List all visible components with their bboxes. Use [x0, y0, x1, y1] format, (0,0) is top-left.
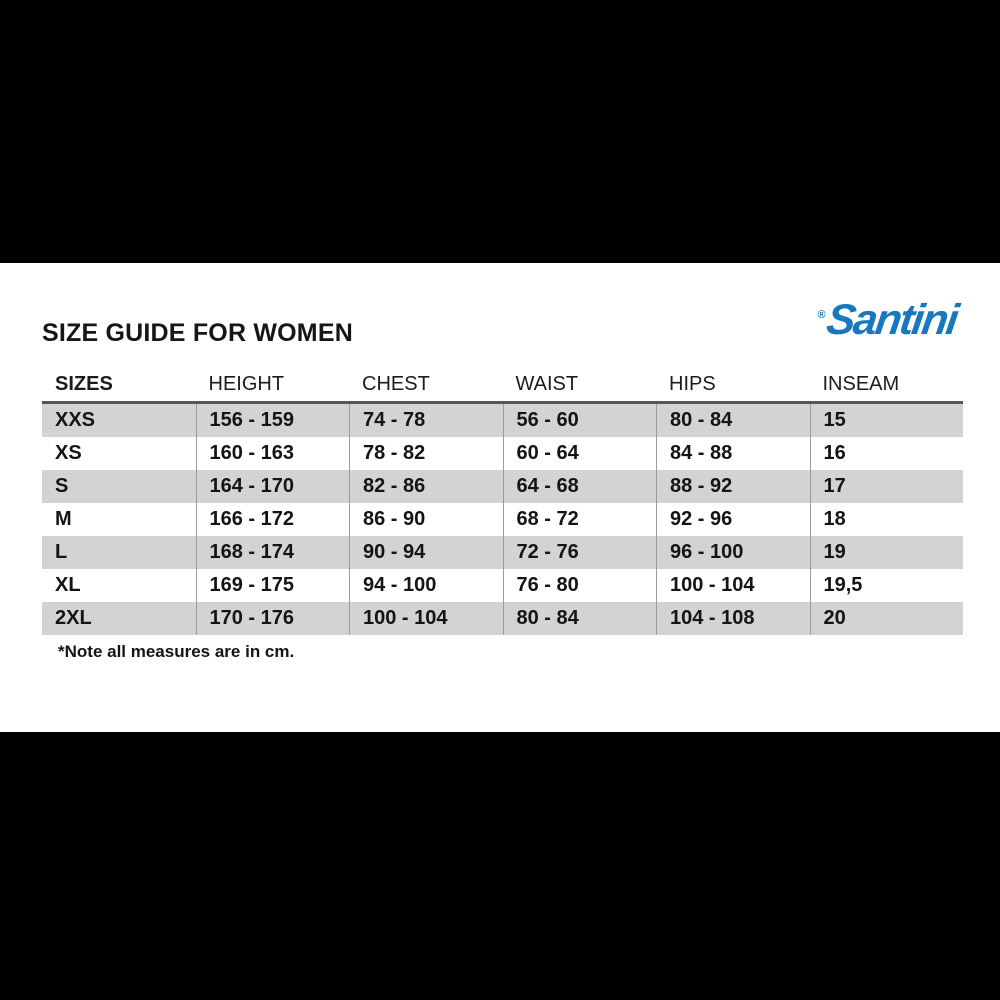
- santini-logo: ®Santini: [817, 296, 960, 344]
- inseam-cell: 17: [809, 470, 964, 503]
- column-header-height: HEIGHT: [208, 373, 285, 395]
- table-row-l: L 168 - 174 90 - 94 72 - 76 96 - 100 19: [42, 536, 963, 569]
- hips-cell: 92 - 96: [656, 503, 810, 536]
- table-row-2xl: 2XL 170 - 176 100 - 104 80 - 84 104 - 10…: [42, 602, 963, 635]
- chest-cell: 78 - 82: [349, 437, 503, 470]
- column-header-sizes: SIZES: [55, 373, 113, 395]
- registered-trademark-icon: ®: [817, 309, 826, 321]
- height-cell: 160 - 163: [195, 437, 350, 470]
- hips-cell: 88 - 92: [656, 470, 810, 503]
- table-row-s: S 164 - 170 82 - 86 64 - 68 88 - 92 17: [42, 470, 963, 503]
- column-header-chest: CHEST: [362, 373, 430, 395]
- size-label-cell: 2XL: [55, 607, 92, 629]
- height-cell: 169 - 175: [195, 569, 350, 602]
- hips-cell: 96 - 100: [656, 536, 810, 569]
- column-header-hips: HIPS: [669, 373, 716, 395]
- table-row-m: M 166 - 172 86 - 90 68 - 72 92 - 96 18: [42, 503, 963, 536]
- hips-cell: 100 - 104: [656, 569, 810, 602]
- size-label-cell: XL: [55, 574, 81, 596]
- waist-cell: 72 - 76: [502, 536, 657, 569]
- letterbox-bottom: [0, 732, 1000, 1000]
- chest-cell: 90 - 94: [349, 536, 503, 569]
- table-row-xxs: XXS 156 - 159 74 - 78 56 - 60 80 - 84 15: [42, 404, 963, 437]
- height-cell: 164 - 170: [195, 470, 350, 503]
- column-header-waist: WAIST: [515, 373, 579, 395]
- waist-cell: 76 - 80: [502, 569, 657, 602]
- column-header-inseam: INSEAM: [822, 373, 900, 395]
- chest-cell: 100 - 104: [349, 602, 503, 635]
- chest-cell: 74 - 78: [349, 404, 503, 437]
- waist-cell: 64 - 68: [502, 470, 657, 503]
- size-label-cell: XXS: [55, 409, 96, 431]
- size-label-cell: L: [55, 541, 68, 563]
- hips-cell: 80 - 84: [656, 404, 810, 437]
- size-table: SIZES HEIGHT CHEST WAIST HIPS INSEAM XXS…: [42, 368, 963, 635]
- chest-cell: 94 - 100: [349, 569, 503, 602]
- table-header-row: SIZES HEIGHT CHEST WAIST HIPS INSEAM: [42, 368, 963, 404]
- footnote: *Note all measures are in cm.: [58, 642, 295, 661]
- height-cell: 168 - 174: [195, 536, 350, 569]
- brand-wordmark: Santini: [823, 296, 960, 344]
- waist-cell: 60 - 64: [502, 437, 657, 470]
- waist-cell: 56 - 60: [502, 404, 657, 437]
- inseam-cell: 15: [809, 404, 964, 437]
- size-guide-panel: SIZE GUIDE FOR WOMEN ®Santini SIZES HEIG…: [0, 263, 1000, 732]
- size-label-cell: M: [55, 508, 72, 530]
- height-cell: 170 - 176: [195, 602, 350, 635]
- height-cell: 156 - 159: [195, 404, 350, 437]
- inseam-cell: 16: [809, 437, 964, 470]
- table-row-xs: XS 160 - 163 78 - 82 60 - 64 84 - 88 16: [42, 437, 963, 470]
- size-label-cell: S: [55, 475, 69, 497]
- letterbox-top: [0, 0, 1000, 263]
- inseam-cell: 19: [809, 536, 964, 569]
- height-cell: 166 - 172: [195, 503, 350, 536]
- chest-cell: 82 - 86: [349, 470, 503, 503]
- page-title: SIZE GUIDE FOR WOMEN: [42, 319, 353, 347]
- hips-cell: 104 - 108: [656, 602, 810, 635]
- chest-cell: 86 - 90: [349, 503, 503, 536]
- inseam-cell: 19,5: [809, 569, 964, 602]
- hips-cell: 84 - 88: [656, 437, 810, 470]
- waist-cell: 68 - 72: [502, 503, 657, 536]
- table-row-xl: XL 169 - 175 94 - 100 76 - 80 100 - 104 …: [42, 569, 963, 602]
- inseam-cell: 18: [809, 503, 964, 536]
- inseam-cell: 20: [809, 602, 964, 635]
- waist-cell: 80 - 84: [502, 602, 657, 635]
- size-label-cell: XS: [55, 442, 82, 464]
